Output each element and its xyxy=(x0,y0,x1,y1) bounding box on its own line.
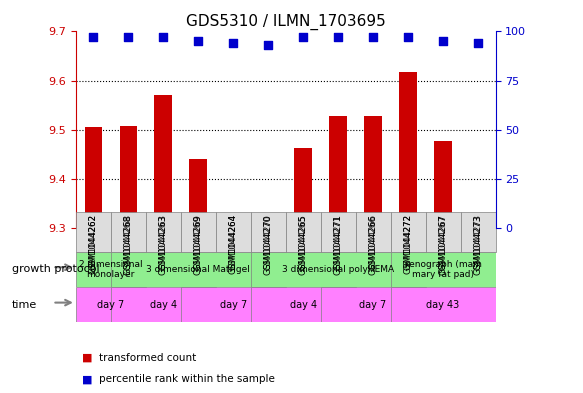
Bar xyxy=(364,116,382,228)
Text: ■: ■ xyxy=(82,353,92,363)
Point xyxy=(333,34,343,40)
Bar xyxy=(224,218,242,228)
Title: GDS5310 / ILMN_1703695: GDS5310 / ILMN_1703695 xyxy=(186,14,385,30)
FancyBboxPatch shape xyxy=(216,212,251,252)
FancyBboxPatch shape xyxy=(251,212,286,252)
Text: GSM1044271: GSM1044271 xyxy=(333,214,343,275)
Text: day 7: day 7 xyxy=(360,299,387,310)
Text: GSM1044264: GSM1044264 xyxy=(229,214,238,274)
Text: GSM1044266: GSM1044266 xyxy=(368,214,378,275)
FancyBboxPatch shape xyxy=(356,212,391,252)
Text: GSM1044262: GSM1044262 xyxy=(89,214,98,270)
Bar xyxy=(189,159,207,228)
Bar xyxy=(434,141,452,228)
FancyBboxPatch shape xyxy=(286,212,321,252)
FancyBboxPatch shape xyxy=(76,212,111,252)
Text: time: time xyxy=(12,299,37,310)
Text: GSM1044270: GSM1044270 xyxy=(264,214,273,270)
Text: day 7: day 7 xyxy=(220,299,247,310)
Bar xyxy=(85,127,102,228)
FancyBboxPatch shape xyxy=(391,287,496,322)
Point xyxy=(298,34,308,40)
FancyBboxPatch shape xyxy=(76,287,146,322)
Text: 3 dimensional polyHEMA: 3 dimensional polyHEMA xyxy=(282,265,394,274)
Text: GSM1044269: GSM1044269 xyxy=(194,214,203,275)
Text: percentile rank within the sample: percentile rank within the sample xyxy=(99,374,275,384)
Text: GSM1044272: GSM1044272 xyxy=(403,214,413,274)
FancyBboxPatch shape xyxy=(461,212,496,252)
Bar xyxy=(120,126,137,228)
Text: GSM1044269: GSM1044269 xyxy=(194,214,203,270)
Text: ■: ■ xyxy=(82,374,92,384)
Point xyxy=(89,34,98,40)
FancyBboxPatch shape xyxy=(251,287,356,322)
Bar xyxy=(259,226,277,228)
Bar xyxy=(154,95,172,228)
Text: GSM1044268: GSM1044268 xyxy=(124,214,133,275)
Text: GSM1044267: GSM1044267 xyxy=(438,214,448,270)
Text: GSM1044268: GSM1044268 xyxy=(124,214,133,270)
Text: GSM1044272: GSM1044272 xyxy=(403,214,413,270)
Text: 3 dimensional Matrigel: 3 dimensional Matrigel xyxy=(146,265,250,274)
FancyBboxPatch shape xyxy=(251,252,426,287)
Point xyxy=(159,34,168,40)
Text: GSM1044273: GSM1044273 xyxy=(473,214,483,275)
Text: GSM1044264: GSM1044264 xyxy=(229,214,238,270)
Text: GSM1044266: GSM1044266 xyxy=(368,214,378,270)
Text: GSM1044263: GSM1044263 xyxy=(159,214,168,275)
Text: GSM1044273: GSM1044273 xyxy=(473,214,483,270)
Text: transformed count: transformed count xyxy=(99,353,196,363)
FancyBboxPatch shape xyxy=(111,212,146,252)
FancyBboxPatch shape xyxy=(146,212,181,252)
Point xyxy=(229,40,238,46)
Text: GSM1044271: GSM1044271 xyxy=(333,214,343,270)
Text: day 4: day 4 xyxy=(150,299,177,310)
FancyBboxPatch shape xyxy=(321,287,426,322)
FancyBboxPatch shape xyxy=(391,252,496,287)
Text: GSM1044265: GSM1044265 xyxy=(298,214,308,270)
FancyBboxPatch shape xyxy=(76,252,146,287)
Text: GSM1044263: GSM1044263 xyxy=(159,214,168,270)
Bar xyxy=(469,226,487,228)
FancyBboxPatch shape xyxy=(181,212,216,252)
Bar xyxy=(294,148,312,228)
Text: GSM1044265: GSM1044265 xyxy=(298,214,308,275)
Point xyxy=(438,38,448,44)
Bar xyxy=(399,72,417,228)
Text: GSM1044267: GSM1044267 xyxy=(438,214,448,275)
FancyBboxPatch shape xyxy=(391,212,426,252)
Point xyxy=(368,34,378,40)
Text: xenograph (mam
mary fat pad): xenograph (mam mary fat pad) xyxy=(404,259,482,279)
FancyBboxPatch shape xyxy=(111,252,286,287)
Point xyxy=(194,38,203,44)
Text: day 4: day 4 xyxy=(290,299,317,310)
Point xyxy=(124,34,133,40)
Bar xyxy=(329,116,347,228)
Text: day 7: day 7 xyxy=(97,299,124,310)
Text: 2 dimensional
monolayer: 2 dimensional monolayer xyxy=(79,259,143,279)
FancyBboxPatch shape xyxy=(181,287,286,322)
FancyBboxPatch shape xyxy=(321,212,356,252)
Text: GSM1044262: GSM1044262 xyxy=(89,214,98,274)
Point xyxy=(473,40,483,46)
Text: day 43: day 43 xyxy=(426,299,460,310)
FancyBboxPatch shape xyxy=(111,287,216,322)
FancyBboxPatch shape xyxy=(426,212,461,252)
Text: GSM1044270: GSM1044270 xyxy=(264,214,273,275)
Text: growth protocol: growth protocol xyxy=(12,264,99,274)
Point xyxy=(403,34,413,40)
Point xyxy=(264,42,273,48)
